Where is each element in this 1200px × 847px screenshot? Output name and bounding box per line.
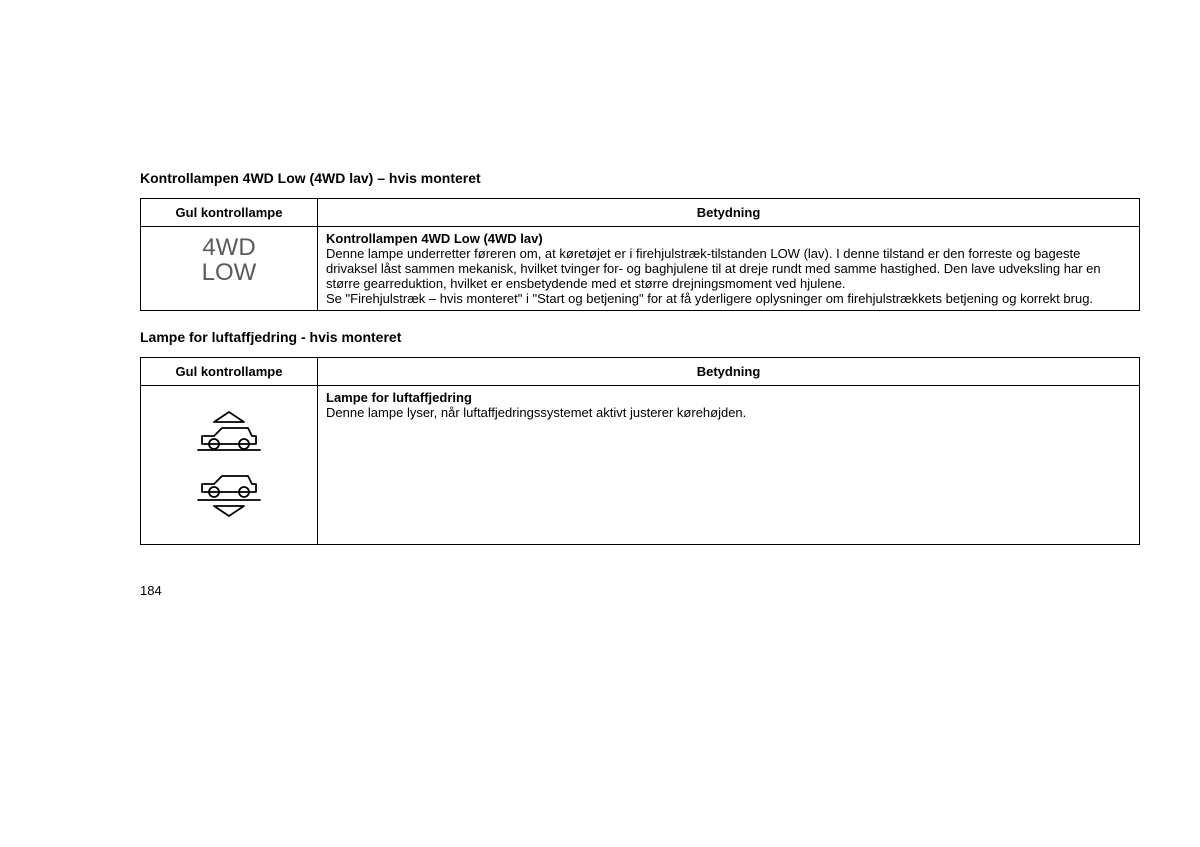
table-4wd-low: Gul kontrollampe Betydning 4WD LOW Kontr… xyxy=(140,198,1140,311)
table1-icon-cell: 4WD LOW xyxy=(141,227,318,311)
table1-desc-cell: Kontrollampen 4WD Low (4WD lav) Denne la… xyxy=(318,227,1140,311)
section1-title: Kontrollampen 4WD Low (4WD lav) – hvis m… xyxy=(140,170,1140,186)
table2-desc-body: Denne lampe lyser, når luftaffjedringssy… xyxy=(326,405,746,420)
table1-header-right: Betydning xyxy=(318,199,1140,227)
table1-desc-body: Denne lampe underretter føreren om, at k… xyxy=(326,246,1101,306)
vehicle-lower-icon xyxy=(194,470,264,520)
table1-desc-title: Kontrollampen 4WD Low (4WD lav) xyxy=(326,231,1131,246)
table1-header-left: Gul kontrollampe xyxy=(141,199,318,227)
vehicle-raise-icon xyxy=(194,410,264,460)
section2-title: Lampe for luftaffjedring - hvis monteret xyxy=(140,329,1140,345)
table2-desc-title: Lampe for luftaffjedring xyxy=(326,390,1131,405)
fourwd-line1: 4WD xyxy=(202,234,255,261)
table2-header-left: Gul kontrollampe xyxy=(141,358,318,386)
page-number: 184 xyxy=(140,583,1140,598)
table2-desc-cell: Lampe for luftaffjedring Denne lampe lys… xyxy=(318,386,1140,545)
fourwd-line2: LOW xyxy=(202,259,257,286)
fourwd-low-icon: 4WD LOW xyxy=(149,231,309,289)
table2-icon-cell xyxy=(141,386,318,545)
table-air-suspension: Gul kontrollampe Betydning xyxy=(140,357,1140,545)
table2-header-right: Betydning xyxy=(318,358,1140,386)
